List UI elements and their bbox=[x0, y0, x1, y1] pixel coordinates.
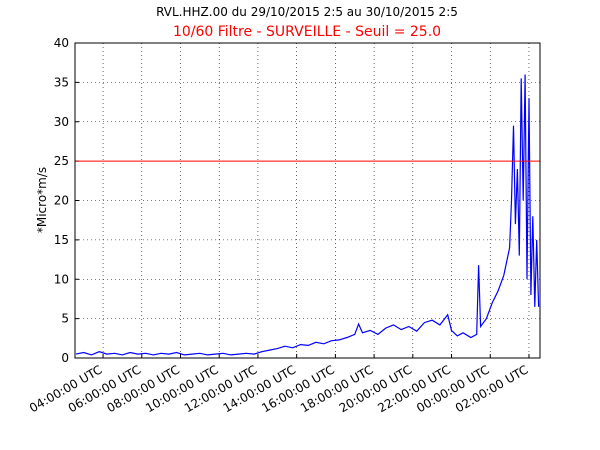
chart-subtitle: 10/60 Filtre - SURVEILLE - Seuil = 25.0 bbox=[173, 24, 441, 40]
y-tick-label: 25 bbox=[54, 154, 69, 168]
y-axis-label: *Micro*m/s bbox=[35, 167, 49, 233]
plot-frame bbox=[74, 42, 541, 359]
y-tick-label: 20 bbox=[54, 194, 69, 208]
y-tick-label: 40 bbox=[54, 36, 69, 50]
y-tick-label: 15 bbox=[54, 233, 69, 247]
y-tick-label: 5 bbox=[61, 312, 69, 326]
y-tick-label: 10 bbox=[54, 272, 69, 286]
data-line bbox=[75, 74, 540, 356]
chart-title: RVL.HHZ.00 du 29/10/2015 2:5 au 30/10/20… bbox=[156, 5, 458, 19]
y-tick-label: 0 bbox=[61, 351, 69, 365]
y-tick-label: 35 bbox=[54, 75, 69, 89]
y-tick-label: 30 bbox=[54, 115, 69, 129]
